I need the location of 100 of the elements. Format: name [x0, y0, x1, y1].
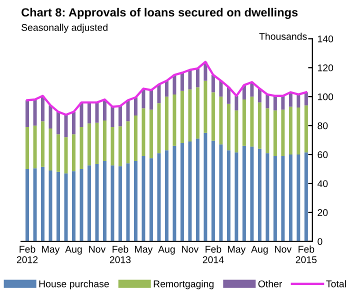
bar — [188, 70, 192, 90]
y-tick-label: 120 — [318, 64, 334, 72]
bar — [26, 127, 29, 170]
bar — [234, 152, 238, 242]
chart-title: Chart 8: Approvals of loans secured on dwellings — [22, 8, 298, 19]
bar — [157, 84, 161, 104]
x-tick-label: Feb 2013 — [110, 246, 131, 264]
bar — [172, 74, 176, 94]
bar — [134, 161, 138, 242]
bar — [149, 90, 153, 110]
bar — [102, 120, 106, 162]
y-tick-label: 100 — [318, 93, 334, 100]
bar — [266, 108, 270, 154]
bar — [204, 80, 208, 133]
x-tick-label: May — [228, 246, 246, 255]
bar — [41, 96, 44, 122]
bar — [266, 94, 270, 108]
bar — [142, 108, 146, 156]
bar — [180, 142, 184, 242]
bar — [196, 87, 200, 139]
bar — [118, 126, 122, 166]
bar — [26, 100, 29, 128]
bar — [273, 156, 277, 242]
bar — [180, 72, 184, 91]
bar — [196, 68, 200, 88]
bar — [304, 92, 308, 106]
bar — [288, 92, 292, 107]
bar — [172, 94, 176, 146]
bar — [118, 106, 122, 126]
bar — [188, 89, 192, 142]
x-tick-label: Nov — [89, 246, 106, 253]
bar — [188, 142, 192, 242]
bar — [88, 102, 91, 124]
bar — [142, 156, 146, 242]
chart-subtitle: Seasonally adjusted — [22, 24, 108, 33]
bar — [95, 102, 99, 123]
bar — [219, 96, 223, 144]
y-tick-label: 40 — [317, 180, 328, 188]
bar — [304, 105, 308, 152]
bar — [56, 172, 60, 242]
bar — [226, 150, 230, 242]
bar — [126, 163, 130, 242]
bar — [172, 146, 176, 242]
bar — [296, 154, 300, 242]
y-tick-label: 0 — [318, 238, 322, 245]
bar — [126, 121, 130, 164]
bar — [110, 127, 114, 166]
bar — [88, 123, 91, 166]
y-tick-label: 60 — [318, 151, 328, 158]
bar — [41, 166, 44, 242]
bar — [118, 166, 122, 242]
x-tick-label: Nov — [182, 246, 199, 253]
bar — [288, 154, 292, 242]
bar — [164, 96, 168, 150]
bar — [204, 132, 208, 242]
x-tick-label: Feb 2014 — [202, 246, 224, 264]
bar — [110, 106, 114, 128]
bar — [95, 164, 99, 242]
bar — [157, 103, 161, 154]
y-tick-label: 140 — [318, 35, 334, 42]
bar — [72, 134, 76, 172]
x-tick-label: Feb 2015 — [296, 246, 317, 264]
bar — [72, 112, 76, 134]
legend-label: Total — [326, 280, 346, 288]
bar — [281, 110, 285, 156]
bar — [41, 121, 44, 167]
bar — [296, 107, 300, 155]
bar — [48, 170, 52, 242]
bar — [296, 94, 300, 108]
bar — [149, 158, 153, 242]
line-series — [26, 60, 308, 116]
bar — [288, 106, 292, 155]
bar — [273, 110, 277, 156]
bar — [242, 100, 246, 146]
x-tick-label: Aug — [65, 246, 82, 255]
bar — [164, 80, 168, 97]
x-tick-label: Aug — [251, 246, 268, 255]
legend-label: Remortgaging — [154, 280, 214, 290]
bar — [102, 161, 106, 242]
bar — [164, 150, 168, 242]
bar — [88, 165, 91, 242]
x-tick-label: Nov — [275, 246, 292, 253]
bar — [304, 152, 308, 242]
bar — [56, 134, 60, 172]
bar — [281, 156, 285, 242]
bar — [95, 122, 99, 164]
y-axis-title: Thousands — [259, 32, 307, 40]
bar — [219, 144, 223, 242]
bar — [196, 138, 200, 242]
bar — [250, 146, 254, 242]
bar — [134, 115, 138, 162]
bar — [72, 171, 76, 242]
bar — [219, 80, 223, 97]
legend-label: Other — [258, 280, 282, 288]
bar — [211, 74, 215, 92]
bar — [226, 104, 230, 150]
x-tick-label: Feb 2012 — [16, 246, 38, 264]
bar — [250, 96, 254, 147]
bar — [258, 102, 262, 149]
bar — [273, 96, 277, 110]
